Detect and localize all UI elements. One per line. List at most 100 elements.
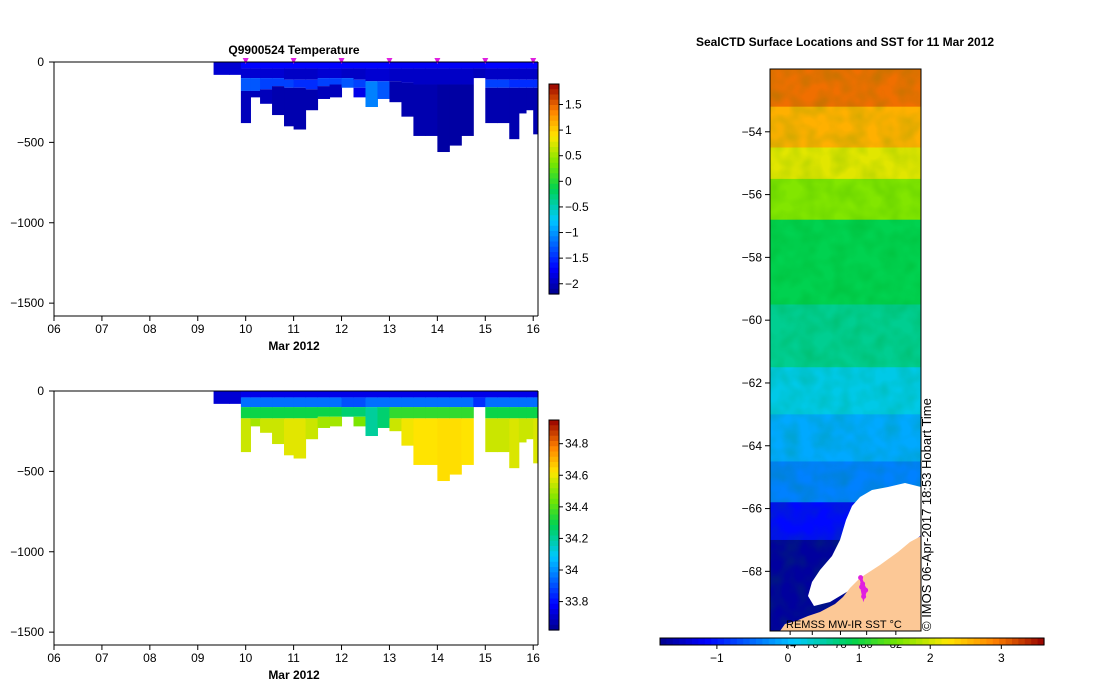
sst-colorbar-segment: [666, 638, 674, 645]
profile-marker: [434, 58, 441, 64]
colorbar-segment: [549, 94, 559, 101]
section-cell: [437, 418, 450, 482]
colorbar-segment: [549, 582, 559, 589]
section-cell: [341, 397, 355, 408]
sst-colorbar-tick-label: −1: [710, 651, 724, 665]
section-cell: [329, 84, 343, 98]
section-cell: [425, 62, 438, 69]
colorbar-segment: [549, 551, 559, 558]
x-tick-label: 15: [479, 651, 493, 665]
seal-track-point: [863, 587, 869, 593]
lat-tick-label: −58: [742, 250, 763, 264]
section-cell: [260, 68, 273, 79]
sst-colorbar-segment: [986, 638, 994, 645]
colorbar-segment: [549, 435, 559, 442]
section-cell: [317, 62, 331, 69]
section-cell: [413, 62, 426, 69]
sst-colorbar-segment: [730, 638, 738, 645]
colorbar-segment: [549, 110, 559, 117]
sst-colorbar-segment: [692, 638, 699, 645]
temperature-title: Q9900524 Temperature: [228, 43, 360, 57]
section-cell: [485, 391, 498, 398]
section-cell: [461, 62, 474, 69]
section-cell: [526, 62, 534, 69]
section-cell: [413, 397, 426, 408]
section-cell: [272, 68, 285, 79]
section-cell: [425, 68, 438, 85]
colorbar-segment: [549, 147, 559, 153]
sst-colorbar-segment: [800, 638, 808, 645]
colorbar-segment: [549, 231, 559, 237]
sst-colorbar-segment: [832, 638, 840, 645]
temperature-xlabel: Mar 2012: [268, 339, 320, 353]
section-cell: [377, 391, 390, 398]
colorbar-tick-label: 1: [565, 123, 572, 137]
section-cell: [473, 397, 486, 408]
colorbar-segment: [549, 210, 559, 216]
section-cell: [213, 62, 230, 75]
colorbar-segment: [549, 556, 559, 563]
sst-colorbar-segment: [788, 638, 795, 645]
x-tick-label: 07: [95, 322, 109, 336]
section-cell: [449, 407, 462, 419]
colorbar-segment: [549, 488, 559, 495]
lat-tick-label: −60: [742, 313, 763, 327]
section-cell: [377, 68, 390, 82]
section-cell: [250, 391, 261, 398]
sst-colorbar-segment: [967, 638, 975, 645]
colorbar-segment: [549, 446, 559, 453]
section-cell: [329, 78, 343, 85]
section-cell: [497, 418, 510, 453]
map-title: SealCTD Surface Locations and SST for 11…: [696, 35, 994, 49]
section-cell: [250, 418, 261, 427]
colorbar-segment: [549, 220, 559, 227]
sst-colorbar-segment: [973, 638, 981, 645]
lat-tick-label: −62: [742, 376, 763, 390]
section-cell: [293, 87, 307, 130]
sst-colorbar-segment: [736, 638, 744, 645]
salinity-section-plot: 06 07 08 09 10 11 12 13 14 15 16 0 −500 −1000 −1500 M…: [10, 384, 588, 682]
sst-colorbar-segment: [660, 638, 667, 645]
section-cell: [260, 391, 273, 398]
colorbar-segment: [549, 183, 559, 190]
section-cell: [213, 391, 230, 404]
x-tick-label: 11: [287, 322, 300, 336]
colorbar-segment: [549, 535, 559, 542]
section-cell: [389, 418, 402, 432]
section-cell: [509, 397, 520, 408]
colorbar-segment: [549, 278, 559, 285]
colorbar-segment: [549, 168, 559, 174]
x-tick-label: 11: [287, 651, 300, 665]
section-cell: [533, 68, 539, 80]
section-cell: [341, 391, 355, 398]
y-tick-label: −1000: [10, 216, 44, 230]
colorbar-segment: [549, 173, 559, 180]
colorbar-segment: [549, 462, 559, 468]
temperature-section-plot: Q9900524 Temperature 06 07 08 09 10 11 12 13 14 1…: [10, 43, 589, 353]
colorbar-segment: [549, 609, 559, 615]
section-cell: [497, 62, 510, 69]
sst-colorbar-segment: [1031, 638, 1039, 645]
colorbar-segment: [549, 262, 559, 269]
sst-colorbar-segment: [1005, 638, 1013, 645]
sst-colorbar-segment: [826, 638, 834, 645]
section-cell: [365, 68, 378, 82]
sst-colorbar-tick-label: 1: [856, 651, 863, 665]
colorbar-segment: [549, 561, 559, 568]
lat-tick-label: −68: [742, 564, 763, 578]
sst-colorbar: −1 0 1 2 3: [659, 637, 1045, 665]
salinity-xlabel: Mar 2012: [268, 668, 320, 682]
section-cell: [401, 407, 414, 419]
map-land-ice: [780, 483, 921, 631]
section-cell: [401, 418, 414, 446]
section-cell: [533, 397, 539, 408]
section-cell: [317, 391, 331, 398]
section-cell: [518, 407, 527, 419]
section-cell: [533, 418, 539, 464]
section-cell: [293, 79, 307, 88]
section-cell: [377, 62, 390, 69]
section-cell: [449, 84, 462, 146]
colorbar-segment: [549, 267, 559, 274]
x-tick-label: 16: [527, 322, 541, 336]
section-cell: [425, 418, 438, 465]
